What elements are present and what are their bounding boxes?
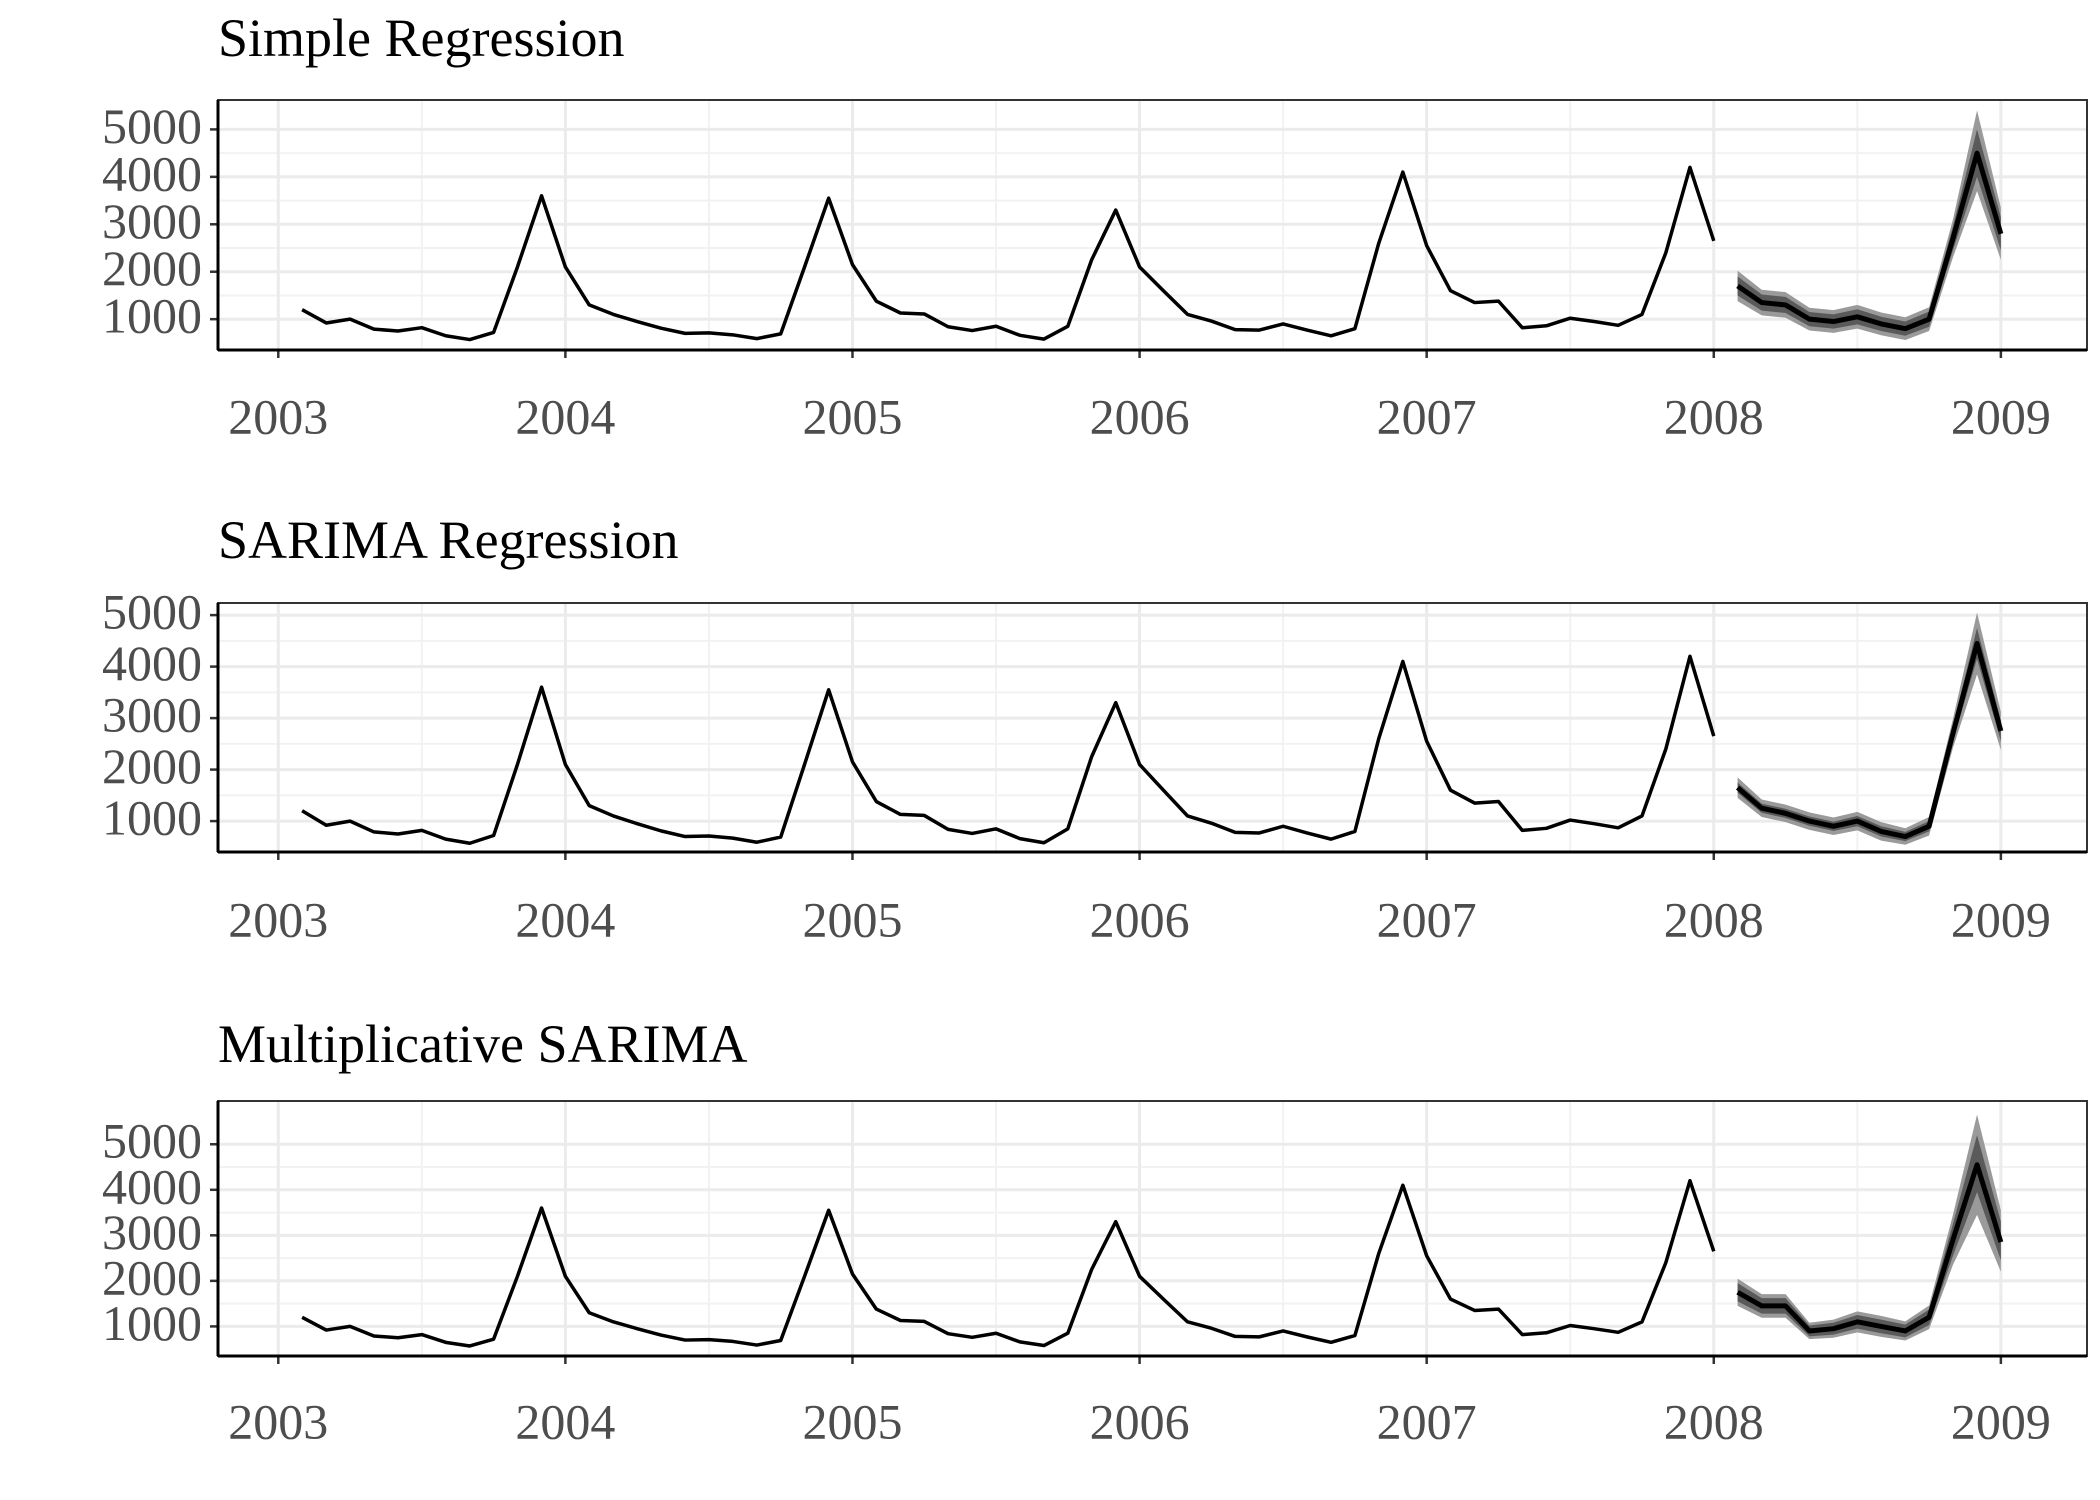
history-line: [301, 165, 1716, 342]
x-tick-label: 2005: [802, 891, 902, 947]
y-tick-label: 2000: [102, 1249, 202, 1305]
y-tick-label: 2000: [102, 738, 202, 794]
x-tick-label: 2009: [1951, 388, 2051, 444]
x-tick-label: 2003: [228, 1393, 328, 1449]
y-tick-label: 4000: [102, 635, 202, 691]
x-tick-label: 2009: [1951, 1393, 2051, 1449]
panel-title: Multiplicative SARIMA: [218, 1014, 747, 1074]
x-tick-label: 2007: [1377, 388, 1477, 444]
x-tick-label: 2006: [1090, 1393, 1190, 1449]
y-tick-label: 4000: [102, 1158, 202, 1214]
y-tick-label: 5000: [102, 1113, 202, 1169]
forecast-band-95: [1737, 1114, 2001, 1341]
forecast-line: [1736, 1162, 2004, 1334]
x-tick-label: 2008: [1664, 1393, 1764, 1449]
y-tick-label: 5000: [102, 98, 202, 154]
forecast-band-80: [1737, 129, 2001, 336]
y-tick-label: 1000: [102, 1295, 202, 1351]
y-tick-label: 2000: [102, 240, 202, 296]
y-tick-label: 3000: [102, 193, 202, 249]
y-tick-label: 4000: [102, 145, 202, 201]
y-tick-label: 3000: [102, 1204, 202, 1260]
forecast-band-95: [1737, 612, 2001, 845]
plot-background: [218, 1101, 2087, 1356]
x-tick-label: 2003: [228, 388, 328, 444]
forecast-band-95: [1737, 110, 2001, 341]
x-tick-label: 2005: [802, 388, 902, 444]
x-tick-label: 2008: [1664, 388, 1764, 444]
x-tick-label: 2006: [1090, 891, 1190, 947]
x-tick-label: 2004: [515, 1393, 615, 1449]
panel-title: Simple Regression: [218, 8, 624, 68]
x-tick-label: 2007: [1377, 1393, 1477, 1449]
x-tick-label: 2004: [515, 388, 615, 444]
x-tick-label: 2006: [1090, 388, 1190, 444]
x-tick-label: 2007: [1377, 891, 1477, 947]
panel-title: SARIMA Regression: [218, 510, 679, 570]
y-tick-label: 1000: [102, 790, 202, 846]
x-tick-label: 2003: [228, 891, 328, 947]
history-line: [301, 654, 1716, 845]
x-tick-label: 2008: [1664, 891, 1764, 947]
forecast-line: [1735, 640, 2004, 840]
y-tick-label: 1000: [102, 288, 202, 344]
history-line: [301, 1178, 1716, 1348]
y-tick-label: 3000: [102, 687, 202, 743]
forecast-line: [1736, 150, 2004, 332]
x-tick-label: 2009: [1951, 891, 2051, 947]
x-tick-label: 2005: [802, 1393, 902, 1449]
y-tick-label: 5000: [102, 584, 202, 640]
x-tick-label: 2004: [515, 891, 615, 947]
forecast-band-80: [1737, 1135, 2001, 1338]
